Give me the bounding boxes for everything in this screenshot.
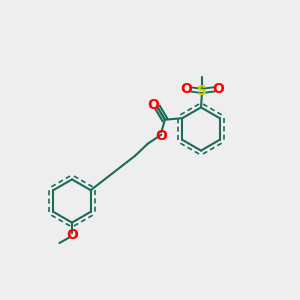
Text: O: O: [212, 82, 224, 96]
Text: S: S: [197, 84, 207, 98]
Text: O: O: [156, 129, 167, 143]
Text: O: O: [180, 82, 192, 96]
Text: O: O: [148, 98, 159, 112]
Text: O: O: [66, 228, 78, 242]
